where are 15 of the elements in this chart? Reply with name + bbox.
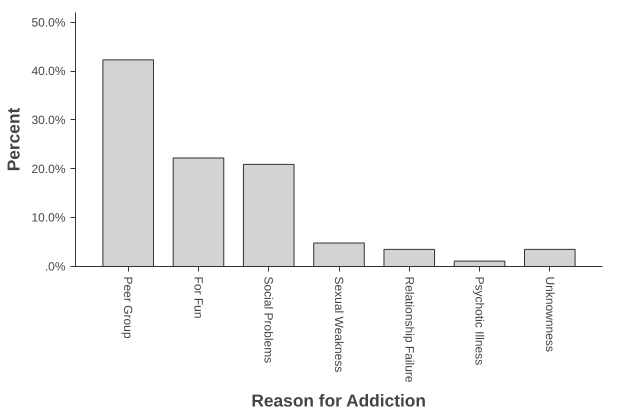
x-tick-label: Psychotic Illness xyxy=(472,276,487,366)
y-tick-label: 40.0% xyxy=(31,64,66,78)
y-tick-label: 20.0% xyxy=(31,162,66,176)
y-tick-label: 10.0% xyxy=(31,210,66,225)
x-tick-label: Relationship Failure xyxy=(402,276,416,383)
x-tick-label: Sexual Weakness xyxy=(332,276,346,372)
y-axis-title: Percent xyxy=(3,107,24,172)
y-tick-label: .0% xyxy=(44,260,66,274)
x-axis-title: Reason for Addiction xyxy=(251,390,426,411)
y-tick-label: 50.0% xyxy=(31,15,66,30)
x-tick-label: Unknownness xyxy=(542,276,557,352)
x-tick-label: For Fun xyxy=(191,276,206,319)
x-tick-label: Peer Group xyxy=(121,276,136,339)
x-tick-label: Social Problems xyxy=(262,276,276,364)
y-tick-label: 30.0% xyxy=(31,112,66,127)
